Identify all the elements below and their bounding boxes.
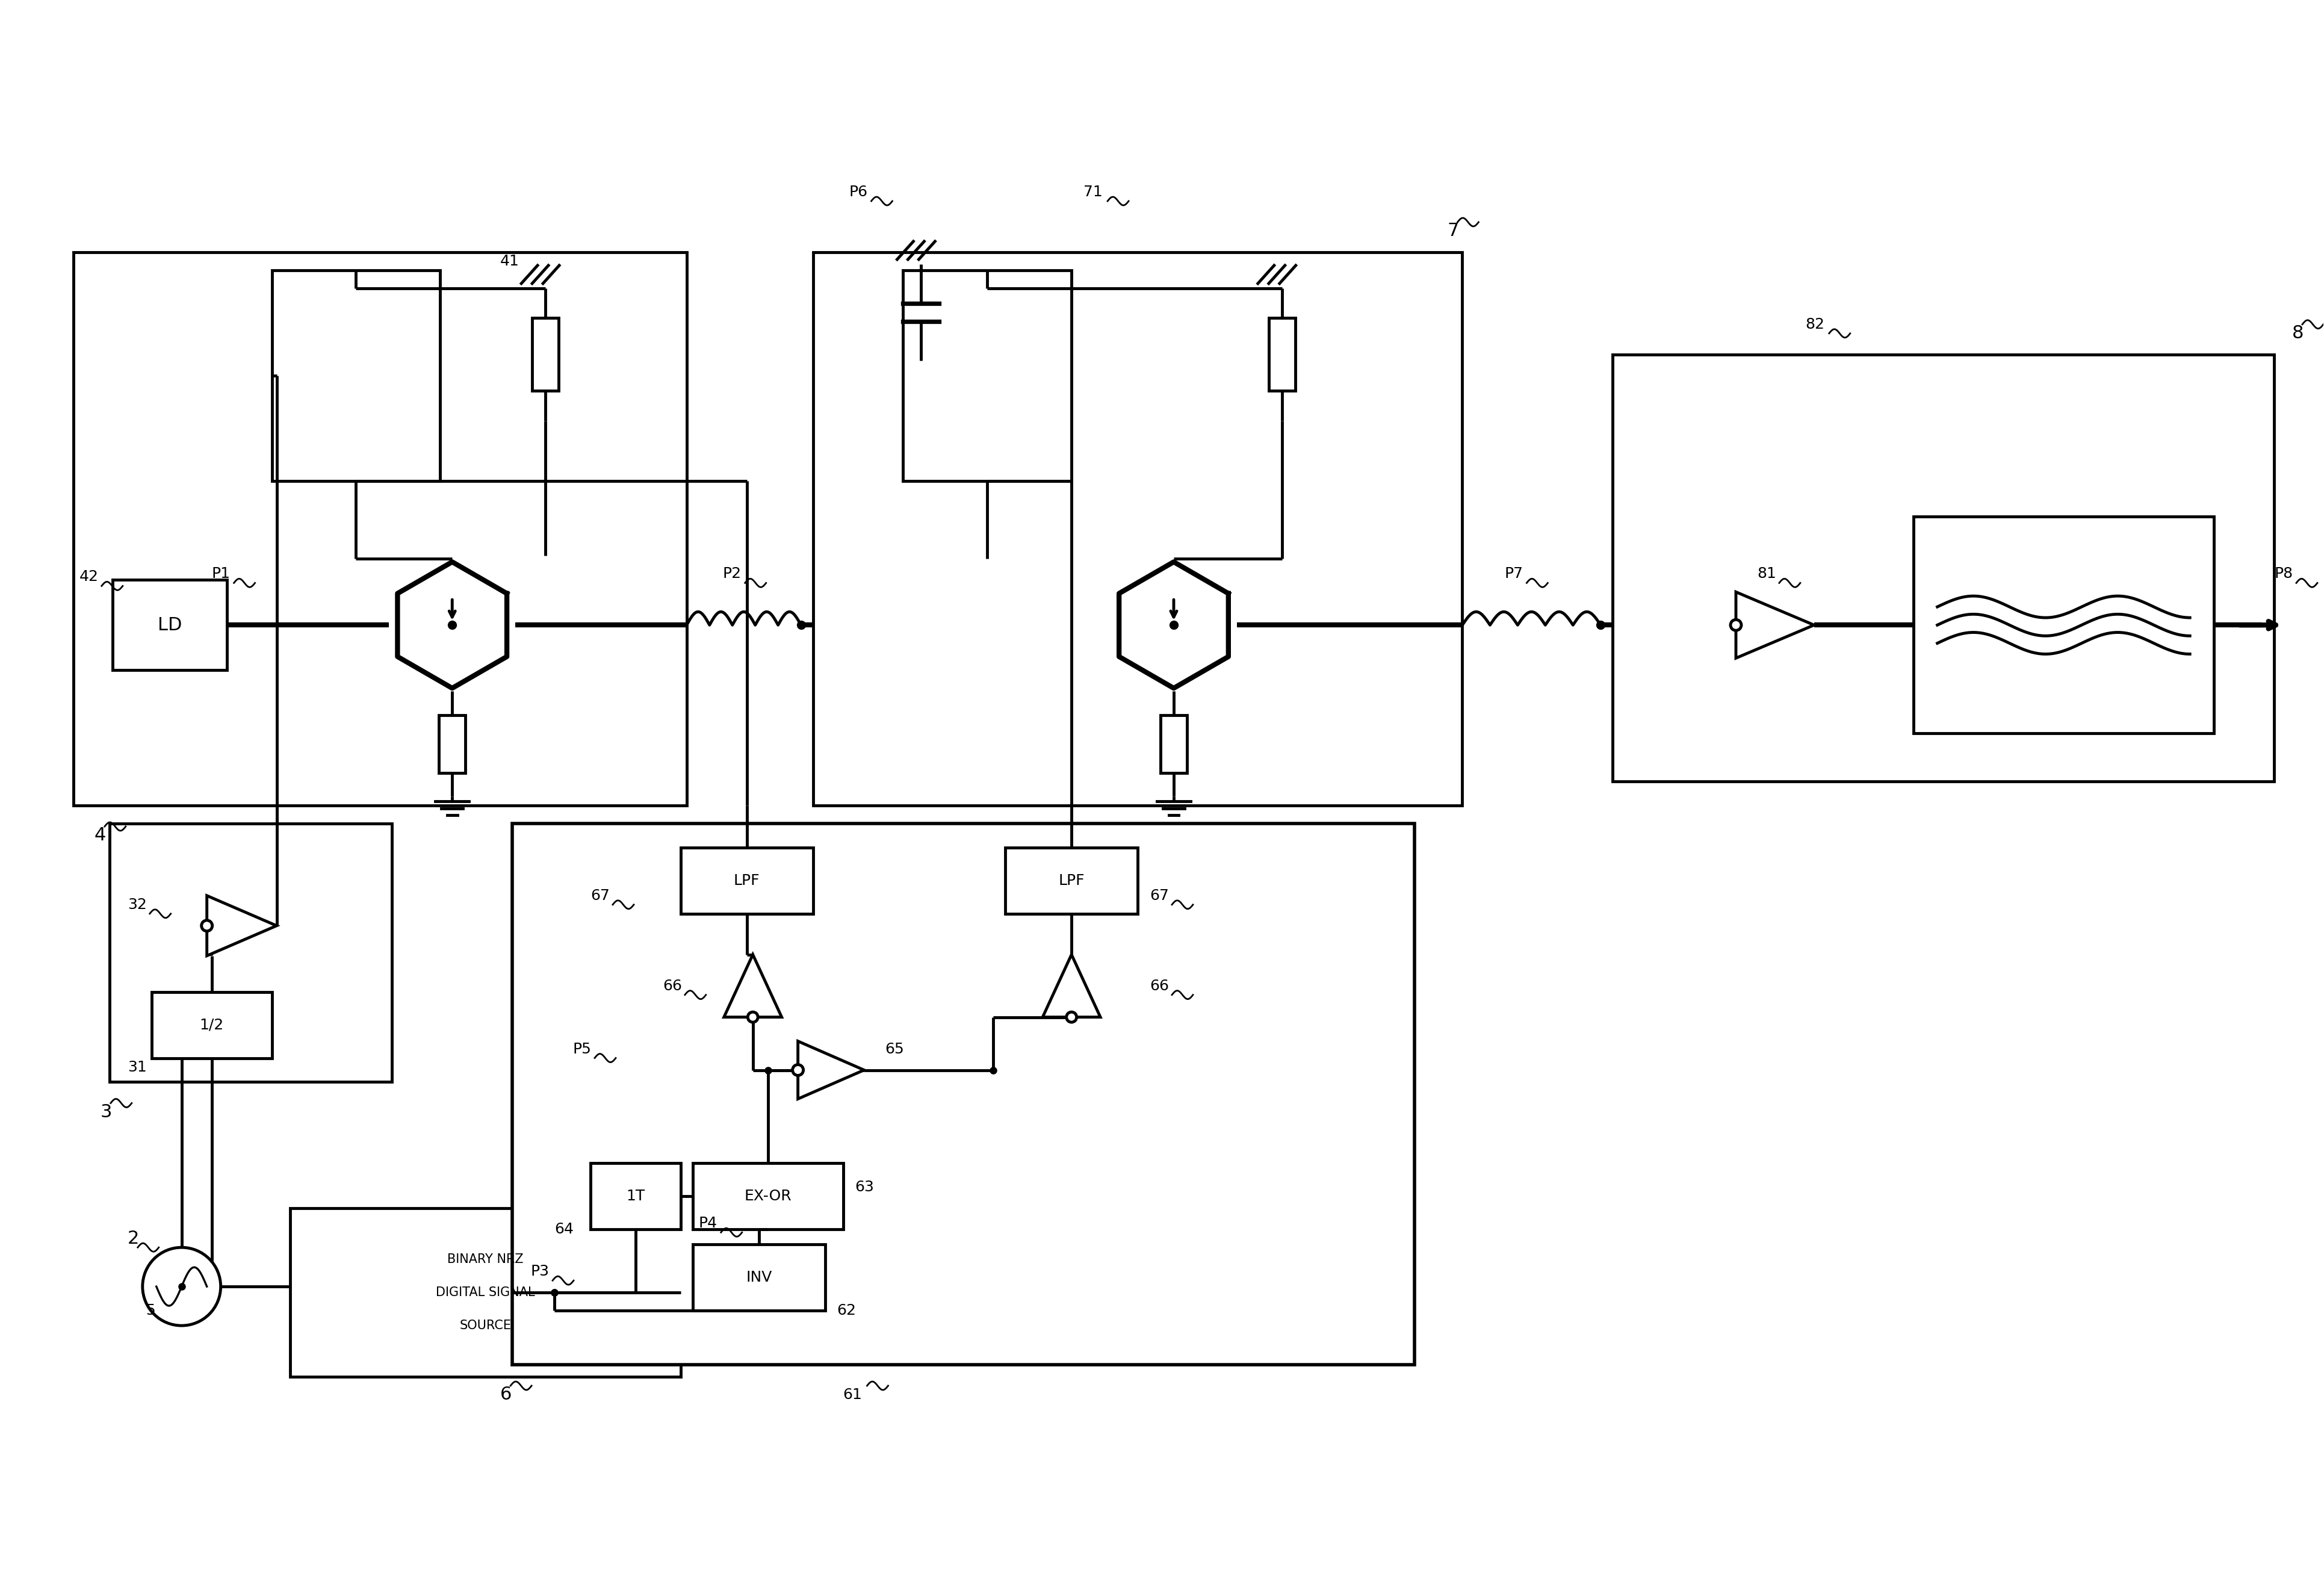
Bar bbox=[681, 848, 813, 914]
Text: SOURCE: SOURCE bbox=[460, 1319, 511, 1332]
Bar bbox=[1613, 355, 2273, 782]
Text: 66: 66 bbox=[662, 979, 681, 993]
Bar bbox=[74, 252, 686, 805]
Text: P3: P3 bbox=[530, 1264, 548, 1278]
Text: EX-OR: EX-OR bbox=[744, 1188, 790, 1204]
Text: DIGITAL SIGNAL: DIGITAL SIGNAL bbox=[435, 1286, 535, 1299]
Bar bbox=[813, 252, 1462, 805]
Text: 67: 67 bbox=[1150, 889, 1169, 903]
Text: 1T: 1T bbox=[625, 1188, 644, 1204]
Polygon shape bbox=[1118, 563, 1227, 689]
Text: 1/2: 1/2 bbox=[200, 1018, 223, 1032]
Circle shape bbox=[202, 920, 211, 931]
Text: 82: 82 bbox=[1806, 317, 1824, 331]
Text: 61: 61 bbox=[844, 1387, 862, 1403]
Polygon shape bbox=[1043, 955, 1099, 1017]
Polygon shape bbox=[397, 563, 507, 689]
Text: 2: 2 bbox=[128, 1229, 139, 1247]
Bar bbox=[904, 269, 1071, 481]
Text: 5: 5 bbox=[146, 1303, 156, 1318]
Circle shape bbox=[748, 1012, 758, 1023]
Text: 3: 3 bbox=[100, 1103, 112, 1121]
Text: P2: P2 bbox=[723, 567, 741, 582]
Text: P8: P8 bbox=[2273, 567, 2291, 582]
Bar bbox=[290, 1209, 681, 1377]
Text: BINARY NRZ: BINARY NRZ bbox=[446, 1253, 523, 1266]
Text: P7: P7 bbox=[1504, 567, 1522, 582]
Text: LPF: LPF bbox=[1057, 873, 1085, 887]
Text: 42: 42 bbox=[79, 569, 98, 585]
Circle shape bbox=[142, 1248, 221, 1325]
Polygon shape bbox=[207, 895, 277, 955]
Text: 4: 4 bbox=[95, 827, 107, 845]
Bar bbox=[511, 824, 1413, 1365]
Text: P6: P6 bbox=[848, 184, 867, 199]
Text: P4: P4 bbox=[700, 1217, 718, 1231]
Circle shape bbox=[1067, 1012, 1076, 1023]
Polygon shape bbox=[723, 955, 781, 1017]
Text: 41: 41 bbox=[500, 254, 518, 268]
Circle shape bbox=[792, 1065, 804, 1075]
Text: 67: 67 bbox=[590, 889, 609, 903]
Text: 65: 65 bbox=[885, 1042, 904, 1056]
Bar bbox=[590, 1163, 681, 1229]
Text: P5: P5 bbox=[572, 1042, 590, 1056]
Text: 31: 31 bbox=[128, 1059, 146, 1075]
Bar bbox=[1160, 716, 1188, 772]
Polygon shape bbox=[797, 1042, 865, 1098]
Text: LPF: LPF bbox=[734, 873, 760, 887]
Bar bbox=[1004, 848, 1136, 914]
Text: 6: 6 bbox=[500, 1385, 511, 1404]
Bar bbox=[532, 318, 558, 391]
Bar bbox=[112, 580, 228, 670]
Bar bbox=[439, 716, 465, 772]
Text: 63: 63 bbox=[855, 1180, 874, 1195]
Bar bbox=[151, 991, 272, 1057]
Text: 8: 8 bbox=[2291, 325, 2303, 342]
Bar bbox=[1913, 517, 2212, 733]
Text: 71: 71 bbox=[1083, 184, 1102, 199]
Bar bbox=[1269, 318, 1294, 391]
Text: INV: INV bbox=[746, 1270, 772, 1284]
Polygon shape bbox=[1736, 593, 1813, 659]
Circle shape bbox=[1729, 619, 1741, 630]
Text: 66: 66 bbox=[1150, 979, 1169, 993]
Bar bbox=[109, 824, 393, 1083]
Text: 62: 62 bbox=[837, 1303, 855, 1318]
Text: LD: LD bbox=[158, 616, 181, 634]
Text: P1: P1 bbox=[211, 567, 230, 582]
Bar bbox=[272, 269, 439, 481]
Text: 64: 64 bbox=[553, 1221, 574, 1237]
Text: 7: 7 bbox=[1448, 222, 1459, 240]
Text: 81: 81 bbox=[1757, 567, 1776, 582]
Bar bbox=[693, 1163, 844, 1229]
Bar bbox=[693, 1245, 825, 1311]
Text: 32: 32 bbox=[128, 897, 146, 913]
